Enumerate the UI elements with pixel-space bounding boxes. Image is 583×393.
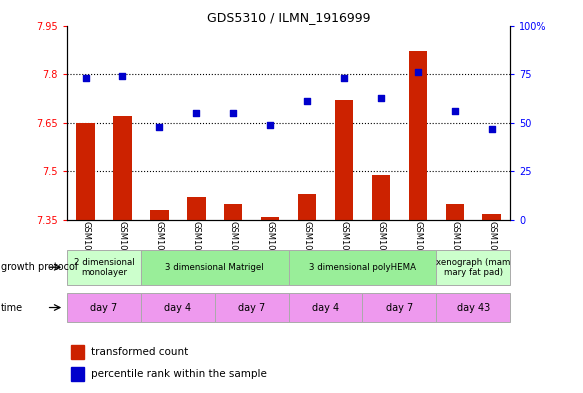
Text: time: time	[1, 303, 23, 312]
Text: 3 dimensional Matrigel: 3 dimensional Matrigel	[166, 263, 264, 272]
Point	[265, 121, 275, 128]
Bar	[409, 51, 427, 220]
Point	[118, 73, 127, 79]
Bar	[483, 214, 501, 220]
Bar	[215, 293, 289, 322]
Text: day 4: day 4	[312, 303, 339, 312]
Point	[154, 123, 164, 130]
Bar	[335, 100, 353, 220]
Point	[413, 69, 423, 75]
Bar	[187, 197, 205, 220]
Bar	[289, 293, 363, 322]
Text: 3 dimensional polyHEMA: 3 dimensional polyHEMA	[309, 263, 416, 272]
Text: 2 dimensional
monolayer: 2 dimensional monolayer	[73, 257, 134, 277]
Bar	[67, 250, 141, 285]
Bar	[113, 116, 132, 220]
Point	[229, 110, 238, 116]
Text: day 43: day 43	[456, 303, 490, 312]
Bar	[436, 293, 510, 322]
Bar	[72, 367, 84, 381]
Point	[376, 94, 385, 101]
Bar	[141, 250, 289, 285]
Title: GDS5310 / ILMN_1916999: GDS5310 / ILMN_1916999	[207, 11, 370, 24]
Bar	[76, 123, 94, 220]
Bar	[372, 175, 390, 220]
Bar	[141, 293, 215, 322]
Bar	[67, 293, 141, 322]
Point	[450, 108, 459, 114]
Bar	[298, 194, 316, 220]
Point	[303, 98, 312, 105]
Bar	[150, 210, 168, 220]
Text: day 7: day 7	[90, 303, 118, 312]
Point	[81, 75, 90, 81]
Text: xenograph (mam
mary fat pad): xenograph (mam mary fat pad)	[436, 257, 510, 277]
Bar	[261, 217, 279, 220]
Point	[339, 75, 349, 81]
Bar	[445, 204, 464, 220]
Point	[487, 125, 496, 132]
Bar	[289, 250, 436, 285]
Text: day 7: day 7	[386, 303, 413, 312]
Bar	[224, 204, 243, 220]
Text: growth protocol: growth protocol	[1, 262, 78, 272]
Bar	[72, 345, 84, 360]
Bar	[436, 250, 510, 285]
Text: transformed count: transformed count	[92, 347, 189, 357]
Bar	[363, 293, 436, 322]
Point	[192, 110, 201, 116]
Text: day 4: day 4	[164, 303, 191, 312]
Text: day 7: day 7	[238, 303, 265, 312]
Text: percentile rank within the sample: percentile rank within the sample	[92, 369, 267, 379]
